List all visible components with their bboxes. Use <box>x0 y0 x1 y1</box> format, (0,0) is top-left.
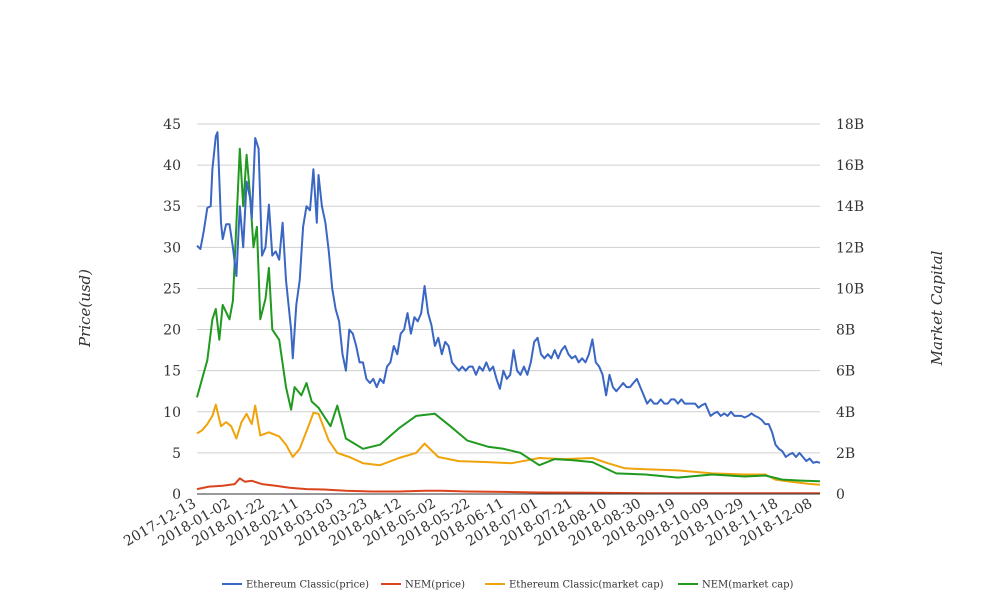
right-tick-label: 0 <box>836 487 845 503</box>
right-y-axis-ticks: 0 2B 4B 6B 8B 10B 12B 14B 16B 18B <box>836 117 864 503</box>
right-tick-label: 16B <box>836 158 864 174</box>
right-tick-label: 4B <box>836 405 855 421</box>
left-tick-label: 30 <box>163 240 181 256</box>
series-line <box>196 131 821 464</box>
series-line <box>196 403 821 486</box>
left-tick-label: 35 <box>163 199 181 215</box>
right-tick-label: 6B <box>836 364 855 380</box>
series-lines <box>196 131 821 495</box>
legend-label: Ethereum Classic(price) <box>246 580 369 591</box>
legend: Ethereum Classic(price) NEM(price) Ethereu… <box>222 580 794 591</box>
right-tick-label: 10B <box>836 281 864 297</box>
right-axis-title: Market Capital <box>928 250 946 366</box>
right-tick-label: 2B <box>836 446 855 462</box>
left-axis-title: Price(usd) <box>76 269 94 348</box>
left-tick-label: 25 <box>163 281 181 297</box>
legend-label: Ethereum Classic(market cap) <box>509 580 664 591</box>
left-tick-label: 5 <box>172 446 181 462</box>
left-tick-label: 40 <box>163 158 181 174</box>
left-tick-label: 0 <box>172 487 181 503</box>
right-tick-label: 18B <box>836 117 864 133</box>
left-tick-label: 20 <box>163 323 181 339</box>
right-tick-label: 8B <box>836 323 855 339</box>
left-tick-label: 10 <box>163 405 181 421</box>
x-axis-ticks: 2017-12-132018-01-022018-01-222018-02-11… <box>121 496 815 550</box>
series-line <box>196 477 820 495</box>
series-line <box>196 147 821 483</box>
left-tick-label: 45 <box>163 117 181 133</box>
left-tick-label: 15 <box>163 364 181 380</box>
left-y-axis-ticks: 0 5 10 15 20 25 30 35 40 45 <box>163 117 181 503</box>
right-tick-label: 12B <box>836 240 864 256</box>
right-tick-label: 14B <box>836 199 864 215</box>
legend-label: NEM(price) <box>405 580 465 591</box>
legend-label: NEM(market cap) <box>702 580 794 591</box>
